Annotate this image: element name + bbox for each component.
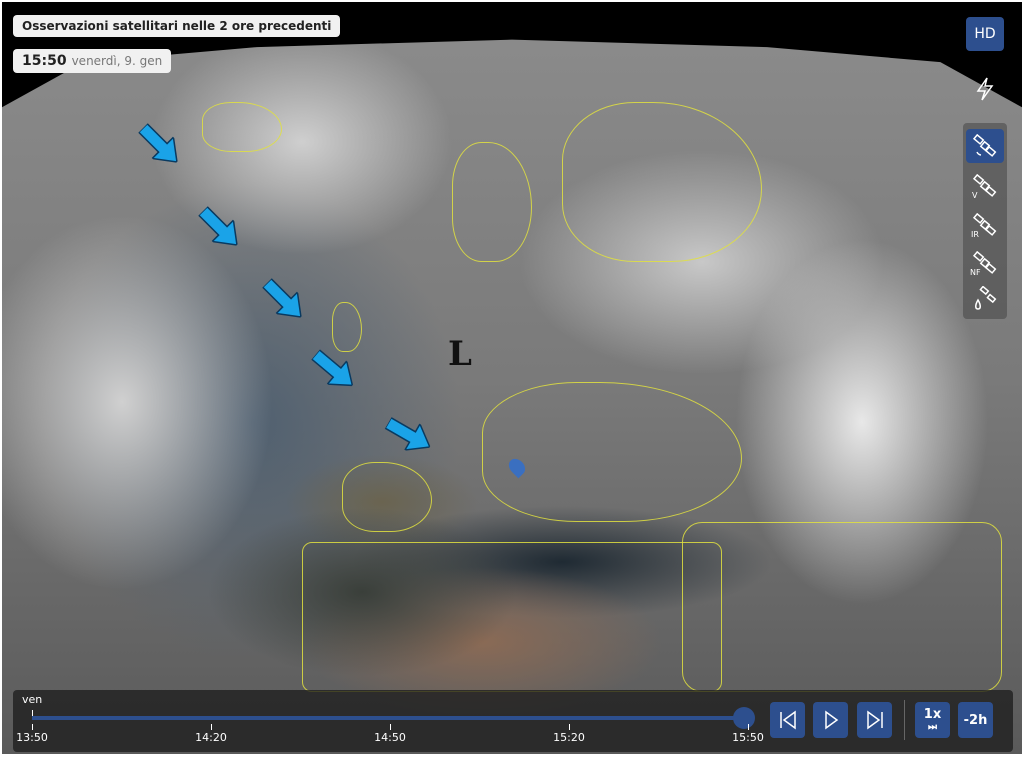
satellite-icon — [973, 213, 997, 236]
coastline-iceland — [202, 102, 282, 152]
tick-mark — [32, 710, 33, 716]
lightning-button[interactable] — [966, 72, 1004, 106]
satellite-icon — [973, 174, 997, 197]
coastline-ireland — [332, 302, 362, 352]
timeline-slider-handle[interactable] — [733, 707, 755, 729]
timeline-day-label: ven — [22, 693, 43, 706]
fast-forward-icon: ⏭ — [928, 721, 937, 733]
arrow-icon — [137, 122, 178, 163]
skip-end-icon — [866, 710, 883, 730]
low-pressure-label: L — [448, 334, 472, 374]
tick-label: 15:20 — [553, 731, 585, 744]
borders-europe — [482, 382, 742, 522]
timeline-slider[interactable] — [32, 716, 744, 720]
satellite-nf-button[interactable]: NF — [966, 246, 1004, 280]
play-icon — [824, 710, 838, 730]
tick-label: 14:50 — [374, 731, 406, 744]
satellite-infrared-button[interactable]: IR — [966, 208, 1004, 242]
hd-button[interactable]: HD — [966, 17, 1004, 51]
borders-middle-east — [682, 522, 1002, 692]
skip-forward-button[interactable] — [857, 702, 892, 738]
nf-label: NF — [970, 268, 981, 277]
divider — [904, 700, 905, 740]
current-date: venerdì, 9. gen — [71, 54, 163, 68]
page-title: Osservazioni satellitari nelle 2 ore pre… — [13, 15, 341, 37]
current-time: 15:50 — [22, 53, 67, 69]
infrared-label: IR — [971, 230, 979, 239]
tick-label: 14:20 — [195, 731, 227, 744]
time-range-button[interactable]: -2h — [958, 702, 993, 738]
coastline-iberia — [342, 462, 432, 532]
satellite-drop-icon — [975, 286, 997, 310]
tick-label: 15:50 — [732, 731, 764, 744]
satellite-layer-button[interactable] — [966, 129, 1004, 163]
borders-africa — [302, 542, 722, 692]
playback-speed-button[interactable]: 1x ⏭ — [915, 702, 950, 738]
lightning-icon — [976, 77, 994, 101]
play-button[interactable] — [813, 702, 848, 738]
tick-mark — [32, 724, 33, 730]
current-time-display: 15:50 venerdì, 9. gen — [13, 49, 172, 73]
visible-label: V — [972, 191, 978, 200]
satellite-precipitation-button[interactable] — [966, 282, 1004, 316]
tick-label: 13:50 — [16, 731, 48, 744]
speed-label: 1x — [923, 706, 942, 722]
coastline-finland — [562, 102, 762, 262]
arrow-icon — [310, 348, 354, 387]
satellite-icon — [973, 251, 997, 274]
skip-start-icon — [779, 710, 796, 730]
arrow-icon — [197, 205, 238, 246]
coastline-scandinavia — [452, 142, 532, 262]
tick-mark — [748, 724, 749, 730]
skip-back-button[interactable] — [770, 702, 805, 738]
tick-mark — [569, 724, 570, 730]
satellite-icon — [973, 134, 997, 157]
tick-mark — [211, 724, 212, 730]
arrow-icon — [261, 277, 302, 318]
arrow-icon — [384, 416, 431, 451]
tick-mark — [390, 724, 391, 730]
satellite-visible-button[interactable]: V — [966, 169, 1004, 203]
